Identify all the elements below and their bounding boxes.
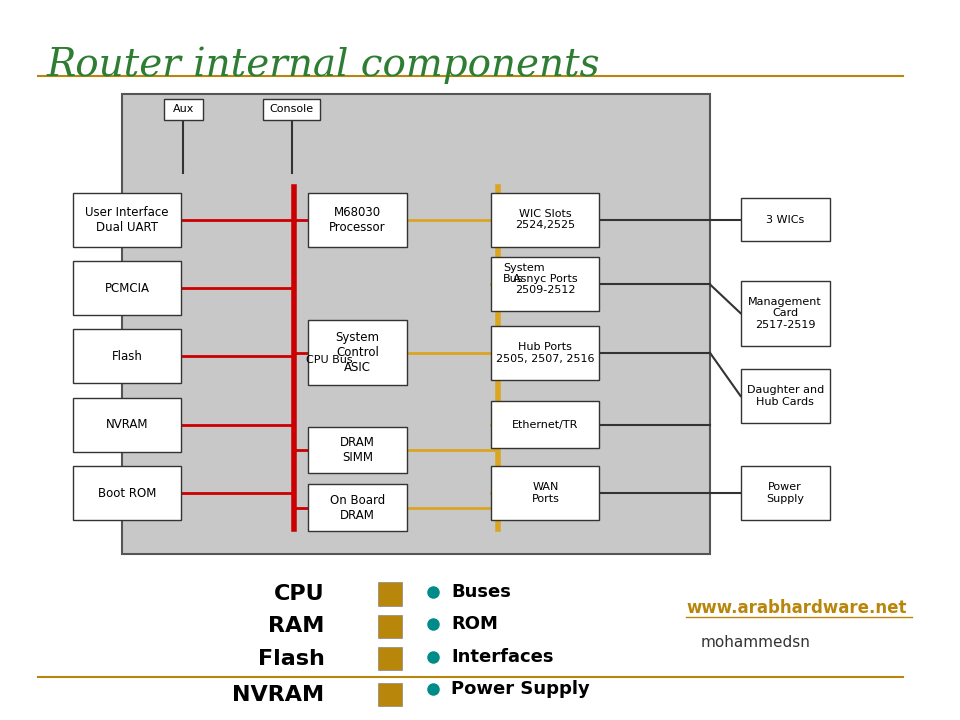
FancyBboxPatch shape	[263, 99, 320, 120]
FancyBboxPatch shape	[740, 198, 829, 241]
Text: Router internal components: Router internal components	[47, 47, 601, 84]
FancyBboxPatch shape	[740, 467, 829, 520]
Text: User Interface
Dual UART: User Interface Dual UART	[85, 206, 169, 233]
FancyBboxPatch shape	[73, 398, 181, 452]
Text: Asnyc Ports
2509-2512: Asnyc Ports 2509-2512	[513, 274, 578, 295]
FancyBboxPatch shape	[122, 94, 710, 554]
Text: mohammedsn: mohammedsn	[701, 635, 810, 649]
Text: WIC Slots
2524,2525: WIC Slots 2524,2525	[516, 209, 575, 230]
Text: Power Supply: Power Supply	[451, 680, 590, 698]
Text: CPU Bus: CPU Bus	[305, 355, 352, 365]
Text: NVRAM: NVRAM	[232, 685, 324, 705]
FancyBboxPatch shape	[492, 326, 599, 380]
Text: System
Control
ASIC: System Control ASIC	[335, 331, 379, 374]
FancyBboxPatch shape	[308, 426, 407, 474]
FancyBboxPatch shape	[492, 258, 599, 311]
Text: Buses: Buses	[451, 583, 512, 600]
FancyBboxPatch shape	[308, 485, 407, 531]
FancyBboxPatch shape	[378, 615, 402, 638]
FancyBboxPatch shape	[378, 582, 402, 606]
Text: Boot ROM: Boot ROM	[98, 487, 156, 500]
FancyBboxPatch shape	[73, 467, 181, 520]
Text: ROM: ROM	[451, 615, 498, 634]
Text: www.arabhardware.net: www.arabhardware.net	[686, 599, 907, 618]
FancyBboxPatch shape	[73, 193, 181, 247]
Text: Aux: Aux	[173, 104, 194, 114]
Text: M68030
Processor: M68030 Processor	[329, 206, 386, 233]
FancyBboxPatch shape	[73, 330, 181, 383]
Text: Management
Card
2517-2519: Management Card 2517-2519	[749, 297, 822, 330]
Text: System
Bus: System Bus	[503, 263, 544, 284]
Text: Power
Supply: Power Supply	[766, 482, 804, 504]
Text: Ethernet/TR: Ethernet/TR	[513, 420, 579, 430]
FancyBboxPatch shape	[740, 281, 829, 346]
Text: Flash: Flash	[111, 350, 142, 363]
Text: NVRAM: NVRAM	[106, 418, 148, 431]
FancyBboxPatch shape	[378, 683, 402, 706]
Text: 3 WICs: 3 WICs	[766, 215, 804, 225]
Text: RAM: RAM	[268, 616, 324, 636]
FancyBboxPatch shape	[308, 320, 407, 385]
FancyBboxPatch shape	[492, 402, 599, 448]
Text: PCMCIA: PCMCIA	[105, 282, 150, 294]
Text: Console: Console	[270, 104, 314, 114]
Text: Daughter and
Hub Cards: Daughter and Hub Cards	[747, 385, 824, 407]
FancyBboxPatch shape	[492, 467, 599, 520]
Text: CPU: CPU	[274, 584, 324, 604]
FancyBboxPatch shape	[378, 647, 402, 670]
FancyBboxPatch shape	[740, 369, 829, 423]
Text: On Board
DRAM: On Board DRAM	[329, 494, 385, 521]
Text: DRAM
SIMM: DRAM SIMM	[340, 436, 374, 464]
FancyBboxPatch shape	[492, 193, 599, 247]
Text: Interfaces: Interfaces	[451, 648, 554, 665]
FancyBboxPatch shape	[308, 193, 407, 247]
Text: Hub Ports
2505, 2507, 2516: Hub Ports 2505, 2507, 2516	[496, 342, 594, 364]
Text: WAN
Ports: WAN Ports	[532, 482, 560, 504]
FancyBboxPatch shape	[73, 261, 181, 315]
FancyBboxPatch shape	[163, 99, 204, 120]
Text: Flash: Flash	[257, 649, 324, 669]
